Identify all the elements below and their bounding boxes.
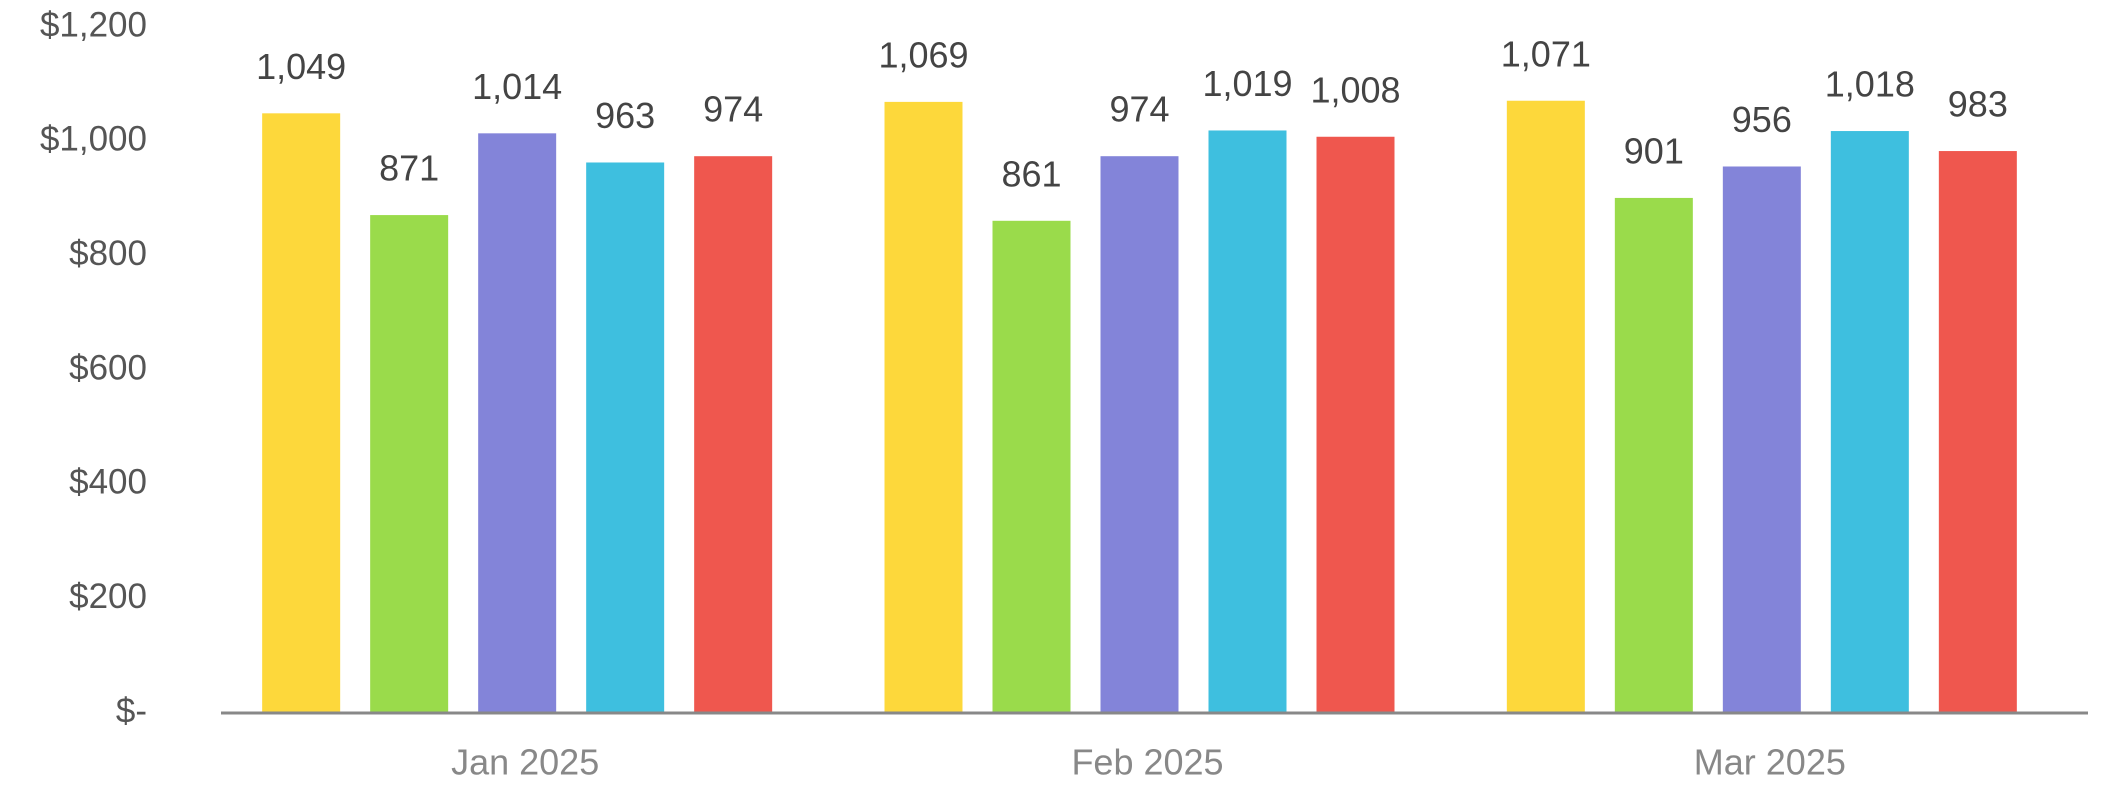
bar [1614, 197, 1693, 713]
value-label: 901 [1624, 130, 1684, 171]
value-label: 1,049 [256, 46, 346, 87]
bar [1722, 166, 1801, 713]
bar [586, 162, 665, 714]
value-label: 871 [379, 148, 439, 189]
y-tick-label: $1,200 [40, 5, 147, 44]
value-label: 861 [1001, 153, 1061, 194]
y-tick-label: $600 [69, 348, 147, 387]
bar [1938, 151, 2017, 714]
bar [262, 113, 341, 714]
bar [1208, 130, 1287, 713]
value-label: 1,008 [1310, 69, 1400, 110]
value-label: 1,069 [878, 34, 968, 75]
bar [1830, 131, 1909, 713]
y-tick-label: $200 [69, 577, 147, 616]
y-tick-label: $400 [69, 463, 147, 502]
bar [478, 133, 557, 713]
value-label: 1,018 [1825, 64, 1915, 105]
value-label: 956 [1732, 99, 1792, 140]
value-label: 974 [703, 89, 763, 130]
value-label: 974 [1109, 89, 1169, 130]
bar [884, 101, 963, 714]
value-label: 1,019 [1202, 63, 1292, 104]
bar [1316, 136, 1395, 713]
x-tick-label: Mar 2025 [1694, 742, 1846, 783]
bar [370, 215, 449, 713]
bar [694, 156, 773, 714]
value-label: 963 [595, 95, 655, 136]
bar [1506, 100, 1585, 714]
value-label: 1,014 [472, 66, 562, 107]
y-tick-label: $800 [69, 234, 147, 273]
y-tick-label: $1,000 [40, 120, 147, 159]
x-tick-label: Jan 2025 [451, 742, 599, 783]
bar [1100, 156, 1179, 714]
x-tick-label: Feb 2025 [1071, 742, 1223, 783]
value-label: 983 [1948, 84, 2008, 125]
bar [992, 220, 1071, 714]
value-label: 1,071 [1501, 33, 1591, 74]
y-tick-label: $- [116, 691, 147, 730]
